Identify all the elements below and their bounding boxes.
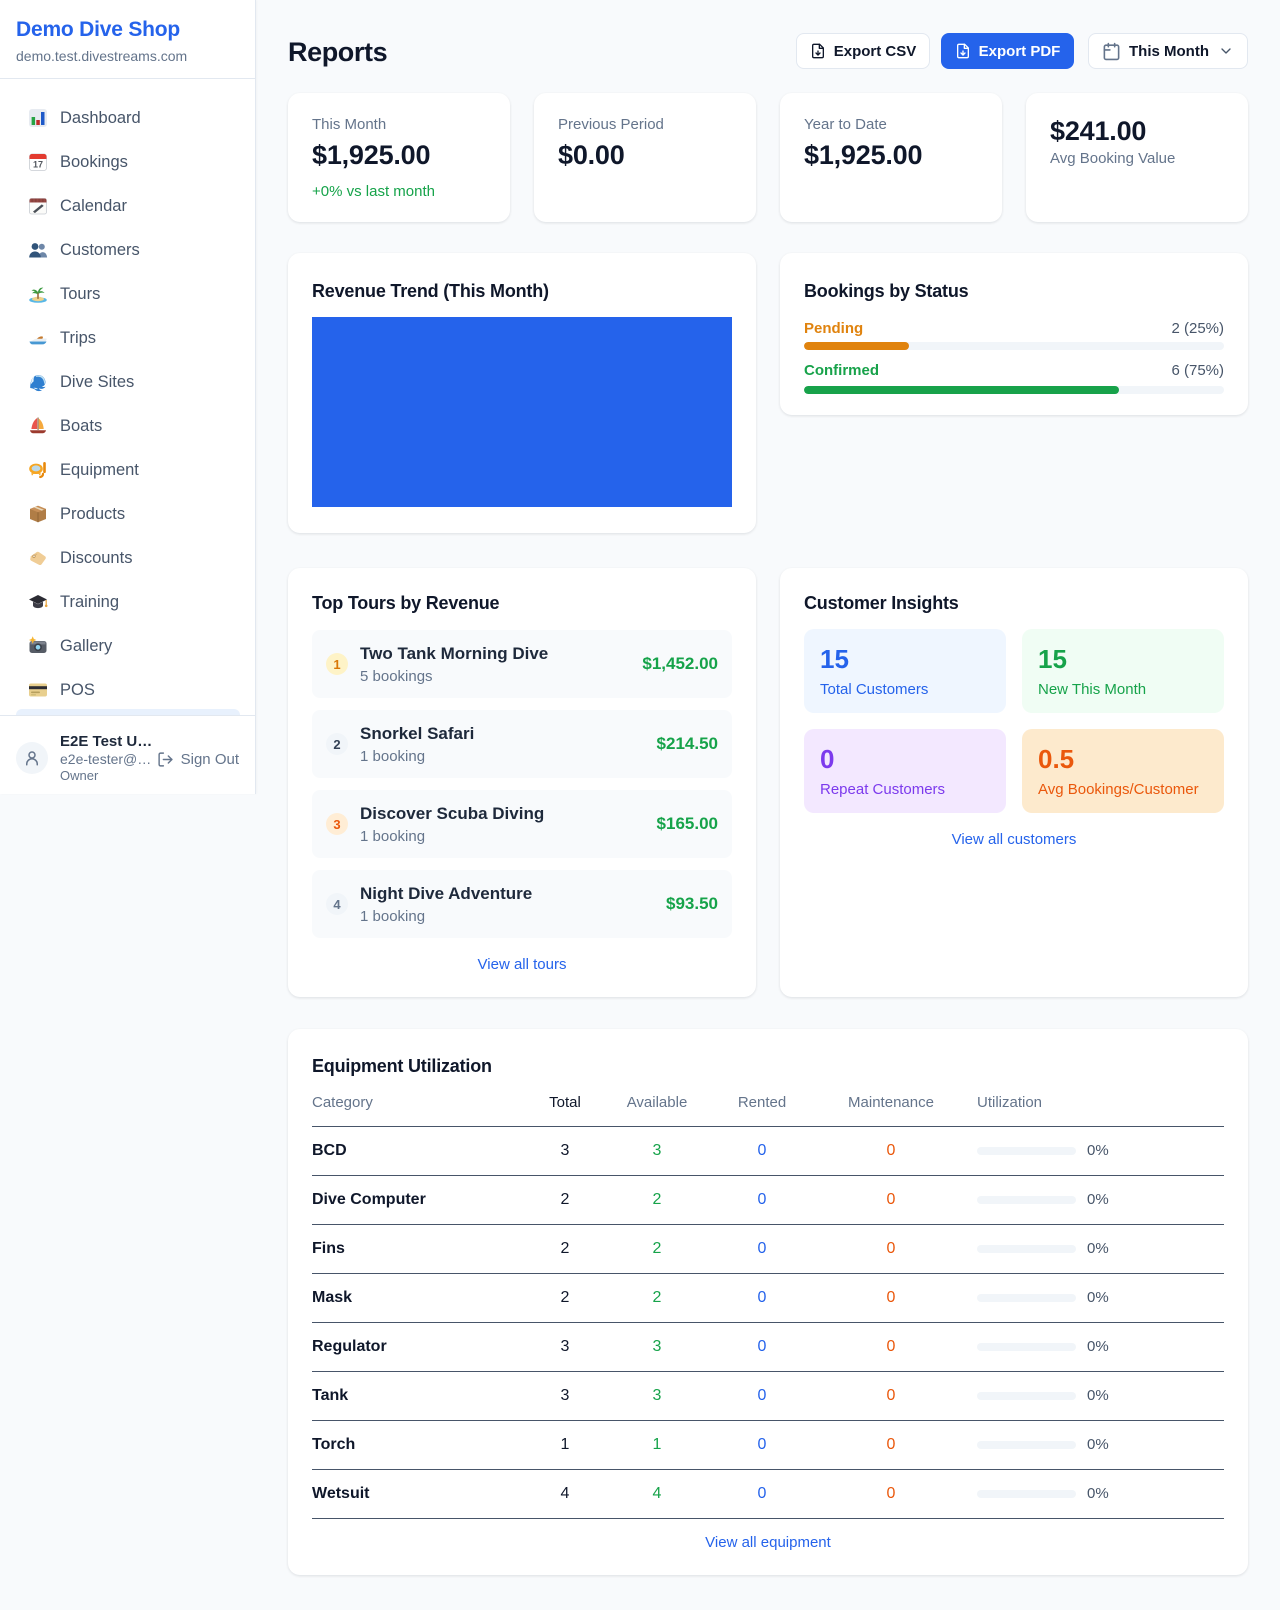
svg-text:17: 17 <box>33 160 43 170</box>
